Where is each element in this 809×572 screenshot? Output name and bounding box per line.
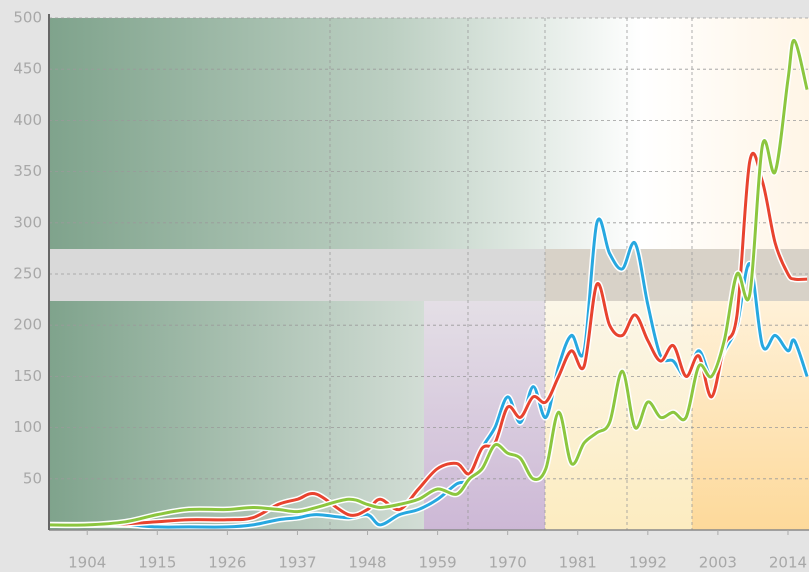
line	[48, 39, 809, 527]
y-tick-label: 50	[23, 469, 42, 487]
x-tick-label: 1915	[138, 554, 176, 572]
x-tick-label: 2003	[699, 554, 737, 572]
y-tick-label: 400	[13, 111, 42, 129]
y-tick-label: 100	[13, 418, 42, 436]
y-tick-label: 200	[13, 316, 42, 334]
x-tick-label: 1959	[419, 554, 457, 572]
lines	[48, 37, 809, 531]
plot-background	[49, 18, 809, 530]
y-tick-label: 450	[13, 60, 42, 78]
y-tick-label: 500	[13, 9, 42, 27]
y-tick-label: 350	[13, 162, 42, 180]
x-tick-label: 1904	[68, 554, 106, 572]
y-tick-label: 250	[13, 265, 42, 283]
x-tick-label: 1937	[278, 554, 316, 572]
y-tick-label: 150	[13, 367, 42, 385]
y-tick-label: 300	[13, 213, 42, 231]
x-tick-label: 1926	[208, 554, 246, 572]
x-tick-label: 2014	[769, 554, 807, 572]
x-tick-label: 1992	[629, 554, 667, 572]
x-tick-label: 1981	[559, 554, 597, 572]
x-tick-label: 1948	[348, 554, 386, 572]
x-tick-label: 1970	[489, 554, 527, 572]
